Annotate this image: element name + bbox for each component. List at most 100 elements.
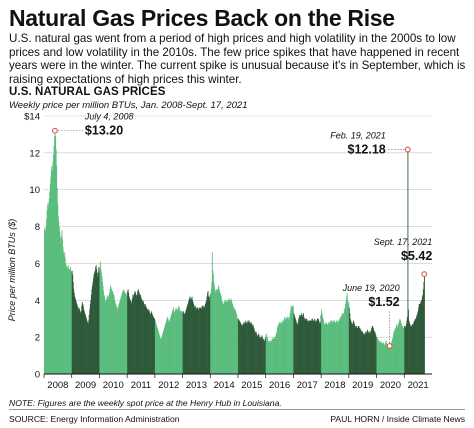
price-bar bbox=[228, 298, 230, 374]
x-tick-label: 2010 bbox=[103, 380, 124, 391]
price-bar bbox=[248, 320, 250, 374]
price-bar bbox=[321, 309, 323, 374]
price-bar bbox=[151, 313, 153, 374]
price-bar bbox=[106, 296, 108, 374]
price-bar bbox=[230, 300, 231, 374]
price-bar bbox=[129, 298, 131, 374]
price-bar bbox=[50, 176, 52, 374]
price-bar bbox=[131, 298, 133, 374]
price-bar bbox=[137, 289, 139, 374]
price-bar bbox=[222, 303, 224, 374]
price-bar bbox=[71, 272, 73, 374]
price-bar bbox=[51, 171, 53, 374]
price-bar bbox=[223, 302, 225, 374]
price-chart: 0 2 4 6 8 10 12 $14 2008 2009 2010 2011 2012 2013 2014… bbox=[7, 112, 432, 392]
price-bar bbox=[66, 267, 68, 374]
price-bar bbox=[56, 187, 58, 374]
price-bar bbox=[178, 307, 180, 374]
price-bar bbox=[404, 326, 406, 374]
price-bar bbox=[60, 243, 62, 374]
price-bar bbox=[368, 331, 370, 374]
price-bar bbox=[319, 322, 320, 374]
price-bar bbox=[201, 307, 203, 374]
price-bar bbox=[262, 338, 264, 374]
price-bar bbox=[418, 303, 420, 374]
price-bar bbox=[271, 338, 273, 374]
price-bar bbox=[86, 320, 88, 374]
price-bar bbox=[84, 313, 86, 374]
price-bar bbox=[154, 320, 156, 374]
price-bar bbox=[89, 309, 91, 374]
price-bar bbox=[369, 333, 370, 374]
annotation-date: June 19, 2020 bbox=[342, 283, 400, 293]
price-bar bbox=[402, 327, 404, 374]
price-bar bbox=[297, 324, 299, 374]
price-bar bbox=[244, 324, 246, 374]
price-bar bbox=[374, 333, 376, 374]
price-bar bbox=[182, 311, 183, 374]
price-bar bbox=[67, 265, 69, 374]
price-bar bbox=[180, 311, 182, 374]
price-bar bbox=[268, 340, 270, 374]
price-bar bbox=[328, 322, 330, 374]
price-bar bbox=[363, 333, 365, 374]
price-bar bbox=[362, 333, 364, 374]
y-tick-label: 2 bbox=[35, 333, 40, 344]
price-bar bbox=[301, 316, 303, 374]
price-bar bbox=[347, 300, 349, 374]
price-bar bbox=[168, 322, 170, 374]
price-bar bbox=[190, 300, 192, 374]
price-bar bbox=[409, 322, 410, 374]
price-bar bbox=[382, 342, 384, 374]
price-bar bbox=[348, 302, 350, 374]
price-bar bbox=[133, 294, 135, 374]
price-bar bbox=[408, 320, 410, 374]
headline: Natural Gas Prices Back on the Rise bbox=[9, 5, 395, 31]
price-bar bbox=[273, 338, 275, 374]
price-bar bbox=[134, 291, 136, 374]
price-bar bbox=[234, 309, 236, 374]
price-bar bbox=[59, 237, 61, 374]
price-bar bbox=[396, 324, 398, 374]
price-bar bbox=[385, 342, 386, 374]
price-bar bbox=[51, 165, 53, 374]
price-bar bbox=[422, 289, 424, 374]
price-bar bbox=[221, 300, 223, 374]
price-bar bbox=[153, 316, 155, 374]
price-bar bbox=[119, 302, 121, 374]
price-bar bbox=[138, 291, 140, 374]
price-bar bbox=[52, 162, 54, 374]
price-bar bbox=[394, 329, 396, 374]
price-bar bbox=[55, 136, 57, 374]
price-bar bbox=[112, 292, 114, 374]
price-bar bbox=[414, 318, 416, 374]
price-bar bbox=[207, 291, 209, 374]
price-bar bbox=[169, 320, 171, 374]
price-bar bbox=[117, 307, 119, 374]
price-bar bbox=[61, 230, 63, 374]
y-tick-label: 6 bbox=[35, 259, 40, 270]
price-bar bbox=[269, 340, 271, 374]
price-bar bbox=[287, 318, 288, 374]
price-bar bbox=[395, 326, 397, 374]
price-bar bbox=[398, 322, 400, 374]
x-tick-label: 2017 bbox=[297, 380, 318, 391]
price-bar bbox=[177, 309, 179, 374]
price-bar bbox=[420, 302, 422, 374]
price-bar bbox=[80, 311, 82, 374]
price-bar bbox=[183, 313, 185, 374]
price-bar bbox=[405, 326, 407, 374]
price-bar bbox=[349, 318, 351, 374]
divider bbox=[9, 409, 465, 410]
price-bar bbox=[135, 292, 137, 374]
price-bar bbox=[317, 318, 319, 374]
price-bar bbox=[405, 324, 407, 374]
price-bars bbox=[44, 130, 425, 374]
price-bar bbox=[214, 285, 215, 374]
price-bar bbox=[378, 340, 380, 374]
price-bar bbox=[185, 311, 187, 374]
price-bar bbox=[408, 309, 409, 374]
price-bar bbox=[285, 318, 287, 374]
price-bar bbox=[65, 263, 67, 374]
price-bar bbox=[116, 307, 118, 374]
